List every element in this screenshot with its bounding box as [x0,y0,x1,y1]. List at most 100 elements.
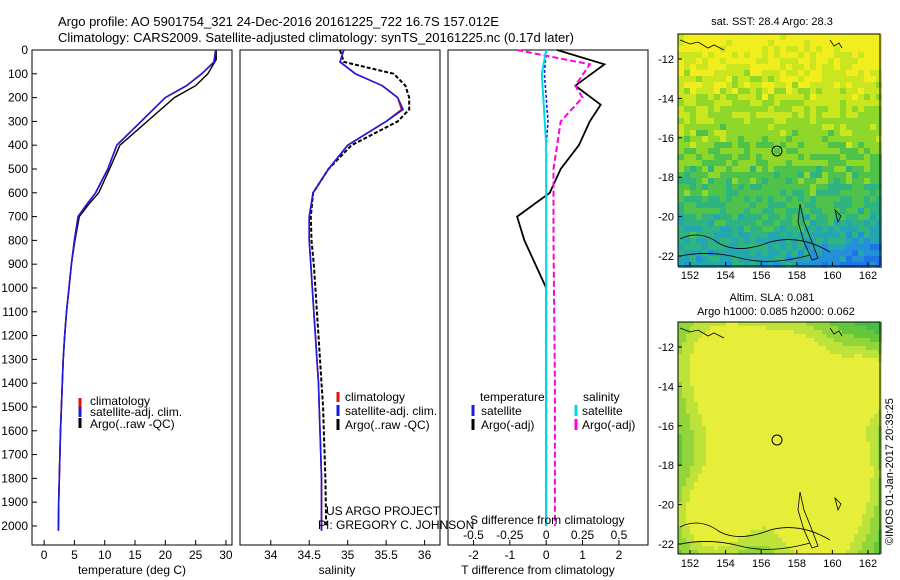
sla-cell [834,350,838,354]
sst-cell [810,190,816,196]
sla-cell [714,390,718,394]
sst-cell [780,250,786,256]
sst-cell [810,70,816,76]
sla-cell [778,342,782,346]
sla-cell [718,422,722,426]
coastline-segment [679,253,811,262]
sla-cell [866,374,870,378]
sst-cell [702,70,708,76]
sst-cell [780,262,786,268]
difference-legend: temperature salinity satellite Argo(-adj… [471,390,635,432]
sst-cell [750,34,756,40]
sst-cell [858,112,864,118]
sla-cell [754,526,758,530]
sst-cell [828,250,834,256]
sla-cell [858,470,862,474]
sla-cell [774,478,778,482]
sla-cell [846,450,850,454]
sst-cell [744,220,750,226]
sla-cell [838,410,842,414]
sla-cell [782,458,786,462]
sla-cell [826,350,830,354]
sst-cell [690,166,696,172]
sla-cell [686,478,690,482]
sst-cell [792,208,798,214]
sla-cell [842,458,846,462]
sla-cell [842,478,846,482]
sla-cell [754,326,758,330]
sla-cell [714,374,718,378]
sla-cell [750,450,754,454]
sla-cell [818,342,822,346]
sla-cell [778,486,782,490]
sst-cell [702,130,708,136]
sst-cell [762,136,768,142]
sla-cell [822,422,826,426]
sla-cell [782,346,786,350]
sla-cell [718,518,722,522]
sla-cell [838,474,842,478]
sla-cell [714,342,718,346]
sla-cell [874,426,878,430]
sla-cell [822,350,826,354]
sla-cell [838,458,842,462]
sla-cell [810,322,814,326]
sla-cell [810,538,814,542]
sst-cell [684,46,690,52]
sla-cell [678,334,682,338]
sla-cell [818,338,822,342]
sla-cell [714,322,718,326]
sla-cell [678,510,682,514]
sla-cell [834,458,838,462]
sla-cell [718,366,722,370]
sla-cell [762,478,766,482]
sst-cell [804,118,810,124]
sla-cell [762,326,766,330]
sst-cell [852,136,858,142]
sst-cell [870,88,876,94]
sla-cell [790,390,794,394]
sla-cell [858,362,862,366]
sla-cell [826,358,830,362]
sst-cell [708,178,714,184]
sla-cell [702,462,706,466]
sst-cell [774,208,780,214]
sst-cell [780,34,786,40]
sla-cell [798,378,802,382]
sla-cell [810,374,814,378]
sla-cell [842,358,846,362]
sst-cell [792,178,798,184]
sst-cell [732,112,738,118]
sst-cell [732,208,738,214]
sst-cell [810,244,816,250]
sla-argo-location-marker [771,434,783,446]
sst-cell [726,262,732,268]
sla-cell [698,418,702,422]
sla-cell [830,478,834,482]
sst-cell [798,226,804,232]
sla-cell [742,494,746,498]
sla-cell [798,546,802,550]
sla-cell [790,530,794,534]
sla-cell [862,442,866,446]
sla-cell [802,438,806,442]
sst-cell [852,148,858,154]
sla-cell [870,550,874,554]
sla-cell [726,362,730,366]
sla-cell [862,366,866,370]
sst-cell [744,70,750,76]
sla-cell [726,518,730,522]
sst-cell [684,190,690,196]
sla-cell [858,342,862,346]
sst-cell [798,166,804,172]
sla-cell [710,518,714,522]
sst-cell [816,160,822,166]
sst-cell [786,244,792,250]
sst-cell [720,196,726,202]
sst-cell [858,100,864,106]
sla-cell [822,390,826,394]
sla-cell [782,362,786,366]
sla-cell [874,478,878,482]
coastline-segment [834,208,842,224]
sla-cell [830,486,834,490]
